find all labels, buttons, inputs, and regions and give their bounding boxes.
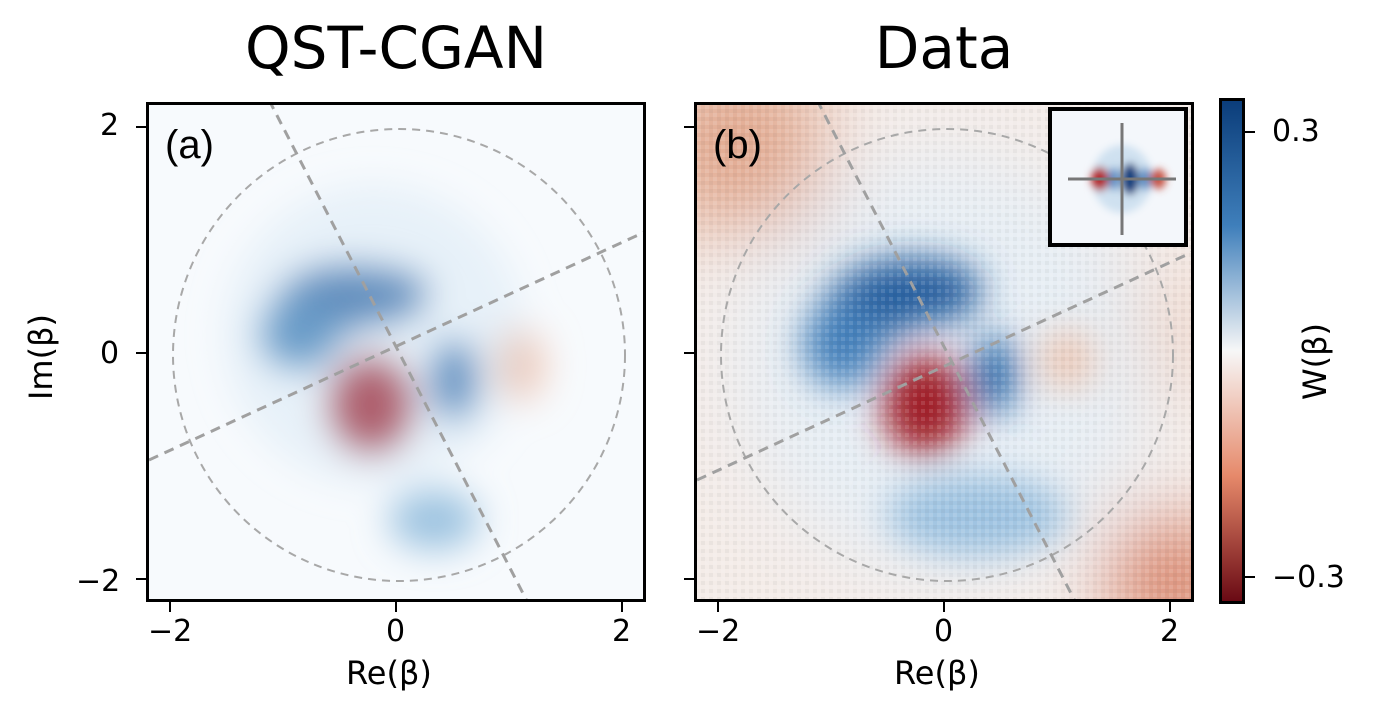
- colorbar-tick-label: −0.3: [1272, 560, 1345, 595]
- colorbar-tick-mark: [1245, 576, 1255, 578]
- xlabel-a: Re(β): [346, 654, 432, 692]
- colorbar-tick-mark: [1245, 131, 1255, 133]
- ytick-label: 0: [100, 336, 120, 371]
- panel-label-a: (a): [165, 123, 214, 167]
- xtick-mark: [169, 602, 171, 612]
- xtick-mark: [621, 602, 623, 612]
- ytick-mark: [136, 578, 146, 580]
- ytick-label: −2: [76, 564, 121, 599]
- faint-halo-a: [224, 185, 524, 485]
- xtick-label: 0: [386, 614, 406, 649]
- colorbar: [1219, 98, 1245, 604]
- overlay-line-2-b: [697, 251, 1191, 482]
- xtick-mark: [395, 602, 397, 612]
- xtick-label: 2: [612, 614, 632, 649]
- xtick-label: −2: [148, 614, 193, 649]
- inset-svg: [1068, 123, 1176, 235]
- heatmap-a-svg: [149, 105, 643, 599]
- ytick-mark: [684, 578, 694, 580]
- xtick-mark: [943, 602, 945, 612]
- xtick-label: −2: [696, 614, 741, 649]
- xtick-label: 0: [934, 614, 954, 649]
- colorbar-label: W(β): [1296, 322, 1334, 400]
- panel-label-b: (b): [713, 123, 762, 167]
- ytick-mark: [136, 126, 146, 128]
- title-left: QST-CGAN: [244, 14, 547, 82]
- ylabel: Im(β): [22, 314, 60, 400]
- heatmap-panel-a: (a): [146, 102, 646, 602]
- overlay-line-2-a: [149, 231, 643, 462]
- heatmap-b-svg: [697, 105, 1191, 599]
- title-right: Data: [874, 14, 1014, 82]
- xlabel-b: Re(β): [894, 654, 980, 692]
- overlay-line-1-a: [269, 105, 528, 599]
- overlay-circle-a: [172, 128, 626, 582]
- ytick-mark: [136, 352, 146, 354]
- xtick-mark: [717, 602, 719, 612]
- overlay-circle-b: [720, 128, 1174, 582]
- ytick-mark: [684, 126, 694, 128]
- colorbar-tick-label: 0.3: [1272, 114, 1320, 149]
- faint-positive-a: [389, 490, 479, 550]
- inset-target-state: [1048, 107, 1188, 247]
- ytick-label: 2: [100, 108, 120, 143]
- xtick-label: 2: [1160, 614, 1180, 649]
- overlay-line-1-b: [817, 105, 1076, 599]
- xtick-mark: [1169, 602, 1171, 612]
- ytick-mark: [684, 352, 694, 354]
- heatmap-panel-b: (b): [694, 102, 1194, 602]
